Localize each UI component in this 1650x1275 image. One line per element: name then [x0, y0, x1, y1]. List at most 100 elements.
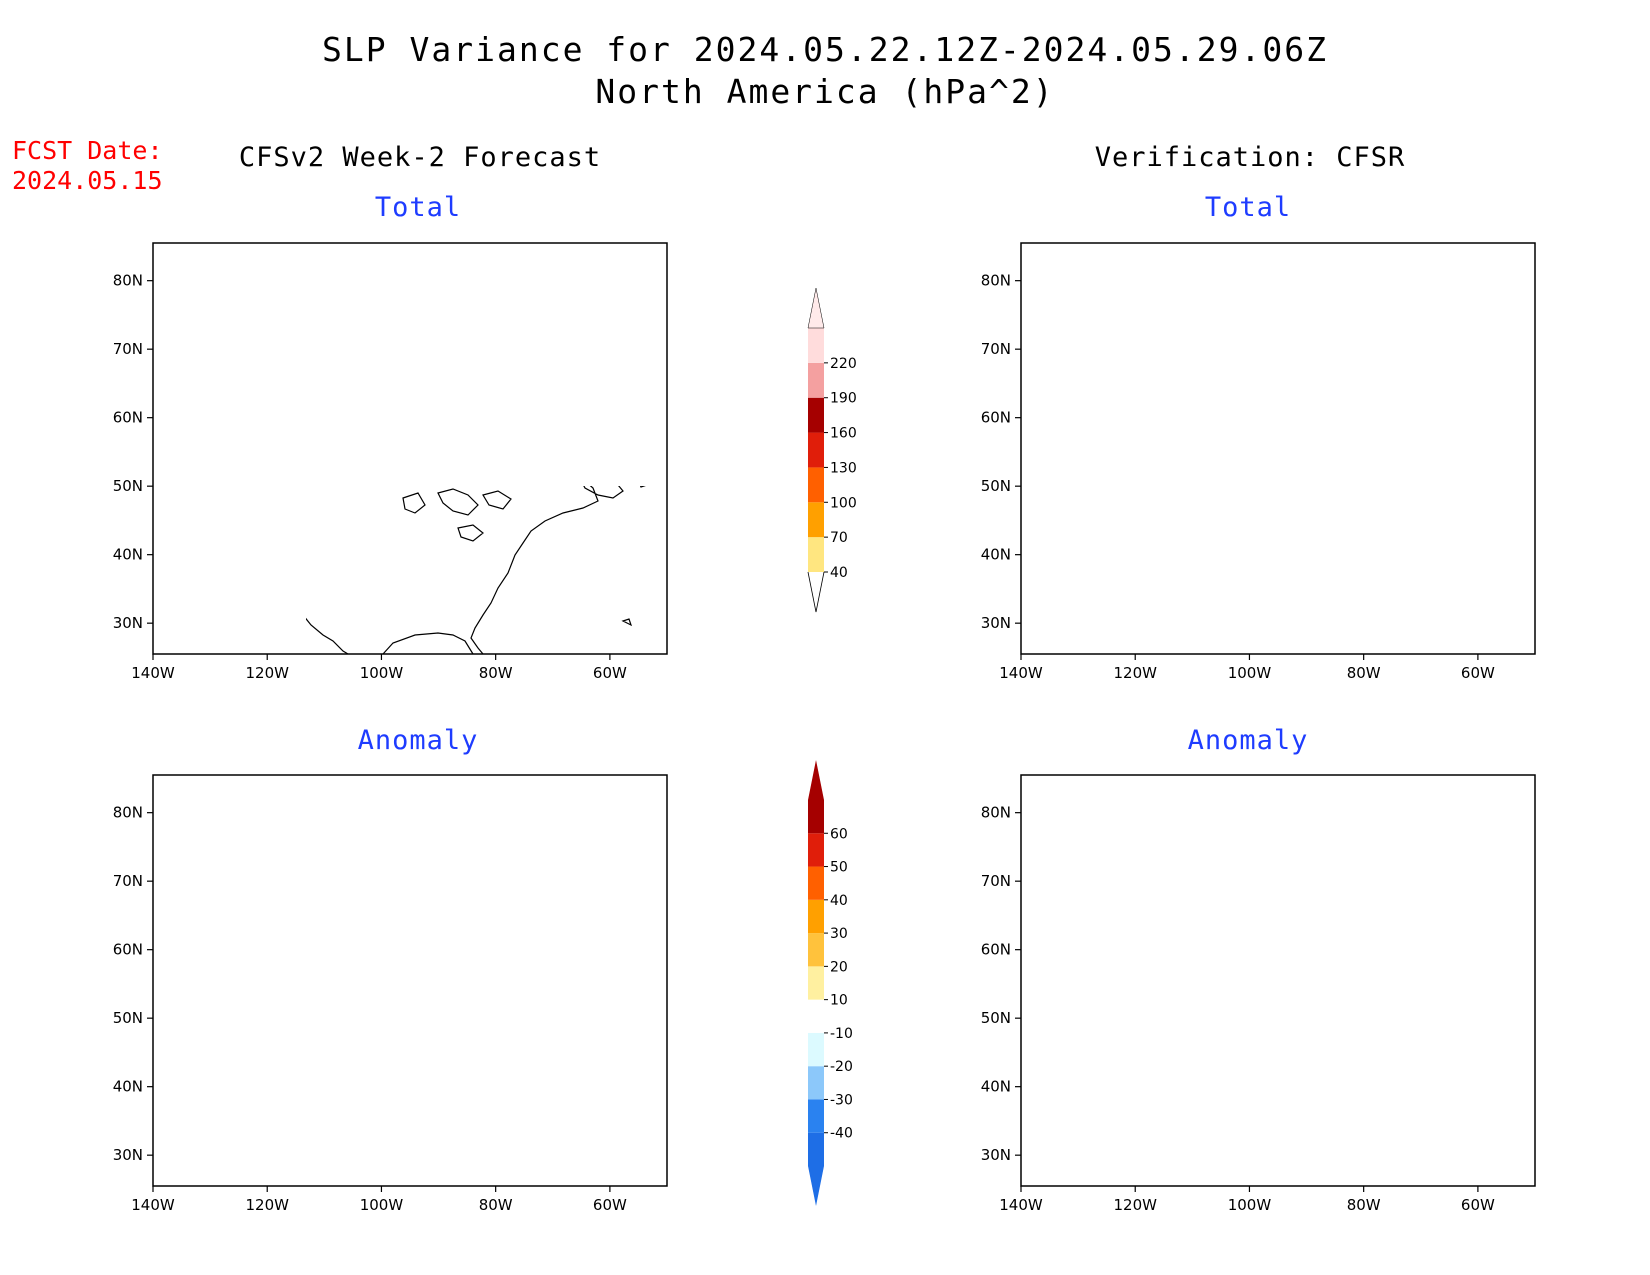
panel-verification-total — [1020, 242, 1536, 655]
lat-tick-label: 50N — [113, 477, 143, 495]
colorbar-segment — [808, 933, 824, 967]
lat-tick-label: 50N — [113, 1009, 143, 1027]
axes-layer: 80N 70N 60N 50N 40N 30N 140W 120W 100W 80W 60W 80N 7… — [113, 272, 1495, 1214]
lon-tick-label: 120W — [1113, 1196, 1157, 1214]
lon-tick-label: 140W — [999, 1196, 1043, 1214]
lat-tick-label: 40N — [981, 546, 1011, 564]
colorbar-segment — [808, 966, 824, 1000]
lat-tick-label: 80N — [981, 272, 1011, 290]
lat-tick-label: 70N — [981, 872, 1011, 890]
colorbar-segment — [808, 833, 824, 867]
lon-tick-label: 140W — [999, 664, 1043, 682]
map-subtitle: North America (hPa^2) — [595, 72, 1055, 111]
colorbar-segment — [808, 537, 824, 572]
panel-frame — [1020, 774, 1536, 1187]
lat-tick-label: 50N — [981, 477, 1011, 495]
lat-tick-label: 70N — [113, 340, 143, 358]
colorbar-label: 190 — [830, 391, 857, 407]
panel-frame — [152, 242, 668, 655]
panel-title-forecast-total: Total — [374, 192, 462, 223]
colorbar-label: 40 — [830, 565, 848, 581]
panel-forecast-total — [152, 242, 668, 655]
colorbar-label: 70 — [830, 530, 848, 546]
lat-tick-label: 70N — [981, 340, 1011, 358]
fcst-date-value: 2024.05.15 — [12, 166, 163, 195]
colorbar-segment — [808, 1066, 824, 1100]
lat-tick-label: 30N — [113, 1146, 143, 1164]
colorbar-bottom-triangle — [808, 1166, 824, 1206]
lon-tick-label: 120W — [1113, 664, 1157, 682]
colorbar-label: -10 — [830, 1026, 853, 1042]
panel-frame — [1020, 242, 1536, 655]
fcst-date-label: FCST Date: — [12, 136, 163, 165]
lon-tick-label: 80W — [1347, 664, 1381, 682]
lon-tick-label: 60W — [593, 664, 627, 682]
colorbar-segment — [808, 999, 824, 1033]
lon-tick-label: 60W — [1461, 664, 1495, 682]
panel-title-verification-anomaly: Anomaly — [1187, 725, 1309, 756]
lon-tick-label: 120W — [245, 1196, 289, 1214]
forecast-column-title: CFSv2 Week-2 Forecast — [238, 142, 602, 173]
colorbar-label: 10 — [830, 993, 848, 1009]
colorbar-label: 50 — [830, 860, 848, 876]
lat-tick-label: 80N — [981, 804, 1011, 822]
lon-tick-label: 100W — [360, 664, 404, 682]
colorbar-bottom-triangle — [807, 571, 825, 613]
colorbar-segment — [808, 866, 824, 900]
colorbar-top-triangle — [807, 287, 825, 329]
lat-tick-label: 80N — [113, 804, 143, 822]
lon-tick-label: 80W — [479, 664, 513, 682]
panel-forecast-anomaly — [152, 774, 668, 1187]
colorbar-segment — [808, 362, 824, 398]
colorbar-segment — [808, 328, 824, 363]
lat-tick-label: 40N — [113, 1078, 143, 1096]
colorbar-label: -40 — [830, 1126, 853, 1142]
colorbar-label: 100 — [830, 495, 857, 511]
lat-tick-label: 80N — [113, 272, 143, 290]
colorbar-total: 40 70 100 130 160 190 220 — [807, 287, 857, 613]
lat-tick-label: 70N — [113, 872, 143, 890]
colorbar-segment — [808, 800, 824, 834]
lat-tick-label: 30N — [981, 1146, 1011, 1164]
colorbar-label: -20 — [830, 1059, 853, 1075]
lat-tick-label: 30N — [981, 614, 1011, 632]
colorbar-label: 20 — [830, 959, 848, 975]
lon-tick-label: 80W — [479, 1196, 513, 1214]
panel-verification-anomaly — [1020, 774, 1536, 1187]
lat-tick-label: 60N — [113, 941, 143, 959]
lon-tick-label: 60W — [1461, 1196, 1495, 1214]
colorbar-label: 30 — [830, 926, 848, 942]
lat-tick-label: 40N — [981, 1078, 1011, 1096]
colorbar-top-triangle — [808, 760, 824, 800]
colorbar-segment — [808, 502, 824, 538]
colorbar-label: 60 — [830, 826, 848, 842]
lon-tick-label: 120W — [245, 664, 289, 682]
colorbar-label: 130 — [830, 460, 857, 476]
colorbar-anomaly: -40 -30 -20 -10 10 20 30 40 50 60 — [808, 760, 853, 1206]
lon-tick-label: 100W — [360, 1196, 404, 1214]
colorbar-label: 220 — [830, 356, 857, 372]
colorbar-label: 40 — [830, 893, 848, 909]
verification-column-title: Verification: CFSR — [1094, 142, 1406, 173]
fcst-date: FCST Date: 2024.05.15 — [12, 136, 163, 196]
map-title: SLP Variance for 2024.05.22.12Z-2024.05.… — [322, 30, 1328, 69]
colorbar-segment — [808, 1032, 824, 1067]
lon-tick-label: 140W — [131, 664, 175, 682]
lat-tick-label: 30N — [113, 614, 143, 632]
lat-tick-label: 40N — [113, 546, 143, 564]
colorbar-segment — [808, 899, 824, 934]
colorbar-segment — [808, 397, 824, 433]
colorbar-segment — [808, 432, 824, 468]
lon-tick-label: 140W — [131, 1196, 175, 1214]
lat-tick-label: 50N — [981, 1009, 1011, 1027]
panel-title-forecast-anomaly: Anomaly — [357, 725, 479, 756]
panel-title-verification-total: Total — [1204, 192, 1292, 223]
colorbar-segment — [808, 1132, 824, 1166]
colorbar-label: -30 — [830, 1092, 853, 1108]
colorbar-label: 160 — [830, 426, 857, 442]
colorbar-segment — [808, 467, 824, 503]
lat-tick-label: 60N — [981, 941, 1011, 959]
panel-frame — [152, 774, 668, 1187]
lon-tick-label: 60W — [593, 1196, 627, 1214]
